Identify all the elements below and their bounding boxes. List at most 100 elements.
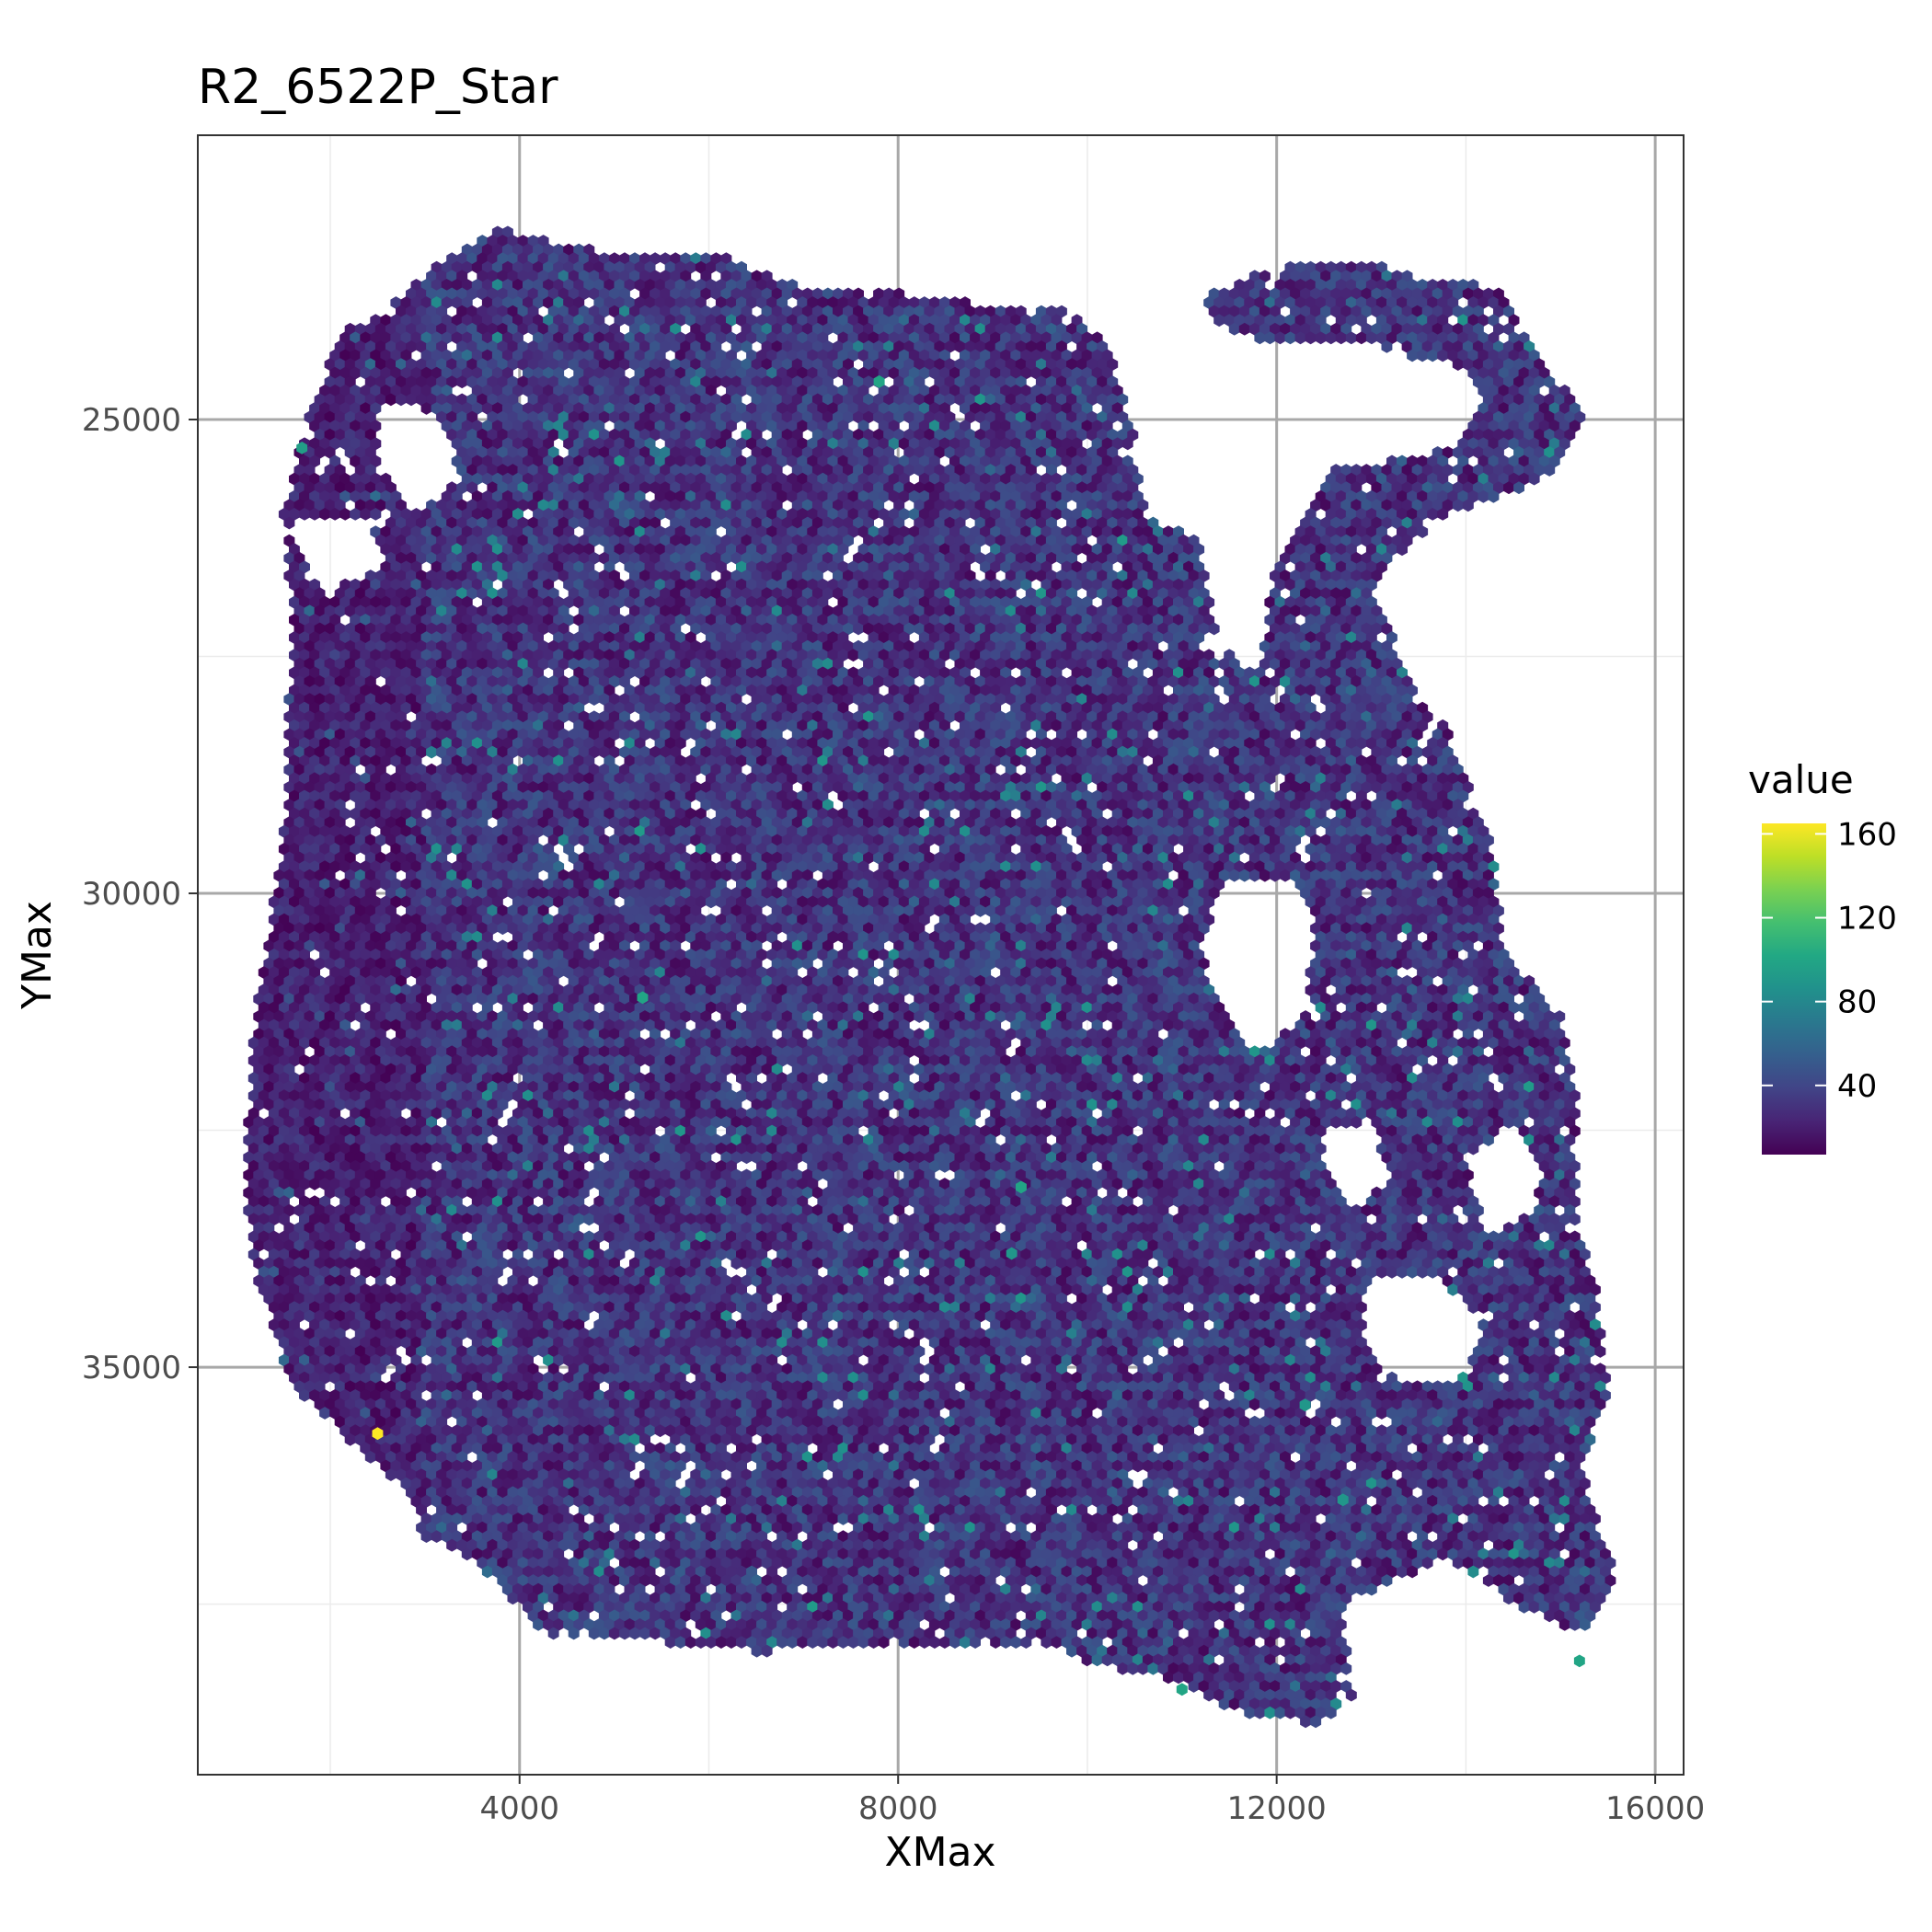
hex-cell [477,252,489,265]
hex-cell [726,260,737,274]
hex-cell [471,260,483,274]
hex-cell [680,252,692,265]
hex-cell [501,260,513,274]
hex-cell [1421,287,1433,301]
hex-cell [629,270,640,283]
hex-cell [537,287,549,301]
hex-cell [684,260,696,274]
hex-cell [1467,279,1479,292]
hex-cell [690,287,702,301]
hex-cell [517,270,529,283]
hex-cell [501,279,513,292]
hex-cell [477,287,489,301]
hex-cell [960,296,971,309]
hex-cell [456,252,468,265]
hex-cell [670,252,682,265]
hex-cell [1310,270,1322,283]
hex-cell [614,296,626,309]
hex-cell [1355,279,1367,292]
hex-cell [1417,279,1429,292]
hex-cell [604,279,615,292]
hex-cell [680,270,692,283]
hex-cell [1284,296,1296,309]
hex-cell [801,287,813,301]
hex-cell [1381,287,1393,301]
hex-cell [1300,287,1311,301]
hex-cell [741,287,753,301]
hex-cell [1325,260,1337,274]
hex-cell [1310,287,1322,301]
hex-cell [634,260,646,274]
hex-cell [553,260,565,274]
hex-cell [1340,270,1352,283]
hex-cell [431,296,443,309]
hex-cell [533,260,544,274]
hex-cell [563,243,575,257]
hex-cell [751,287,763,301]
hex-cell [664,279,676,292]
hex-cell [1351,270,1363,283]
hex-cell [446,252,458,265]
hex-cell [1280,287,1291,301]
hex-cell [466,252,478,265]
hex-cell [1274,279,1286,292]
hex-cell [1452,287,1464,301]
hex-cell [1482,287,1494,301]
hex-cell [1264,296,1276,309]
hex-cell [928,296,940,309]
hex-cell [619,252,630,265]
hex-cell [431,279,443,292]
hex-cell [1315,260,1327,274]
hex-cell [406,287,417,301]
hex-cell [563,260,575,274]
hex-cell [898,296,910,309]
hex-cell [868,296,880,309]
hex-cell [507,287,519,301]
hex-cell [766,296,778,309]
hex-cell [1462,287,1474,301]
hex-cell [746,296,757,309]
hex-cell [426,287,437,301]
hex-cell [726,296,737,309]
hex-cell [598,287,610,301]
hex-cell [837,296,849,309]
hex-cell [446,270,458,283]
hex-cell [644,296,656,309]
hex-cell [614,260,626,274]
hex-cell [1335,279,1347,292]
hex-cell [491,243,503,257]
hex-cell [436,287,448,301]
hex-cell [756,296,768,309]
hex-cell [1371,270,1383,283]
hex-cell [400,296,412,309]
hex-cell [614,279,626,292]
hex-cell [481,260,493,274]
hex-cell [680,287,692,301]
hex-cell [1397,279,1408,292]
hex-cell [578,270,590,283]
hex-cell [568,287,580,301]
hex-cell [604,260,615,274]
hex-cell [776,296,788,309]
hex-cell [1335,296,1347,309]
hex-cell [593,260,605,274]
hex-cell [491,225,503,239]
hex-cell [715,279,727,292]
hex-cell [436,270,448,283]
hex-cell [573,296,585,309]
hex-cell [563,296,575,309]
hex-cell [654,279,666,292]
hex-cell [918,296,930,309]
hex-cell [441,296,453,309]
hex-cell [593,296,605,309]
hex-cell [1234,279,1246,292]
hex-cell [1493,287,1504,301]
hex-cell [558,270,569,283]
hex-cell [1294,260,1306,274]
hex-cell [501,225,513,239]
hex-cell [1254,296,1266,309]
hex-cell [1401,287,1413,301]
hex-cell [583,260,595,274]
